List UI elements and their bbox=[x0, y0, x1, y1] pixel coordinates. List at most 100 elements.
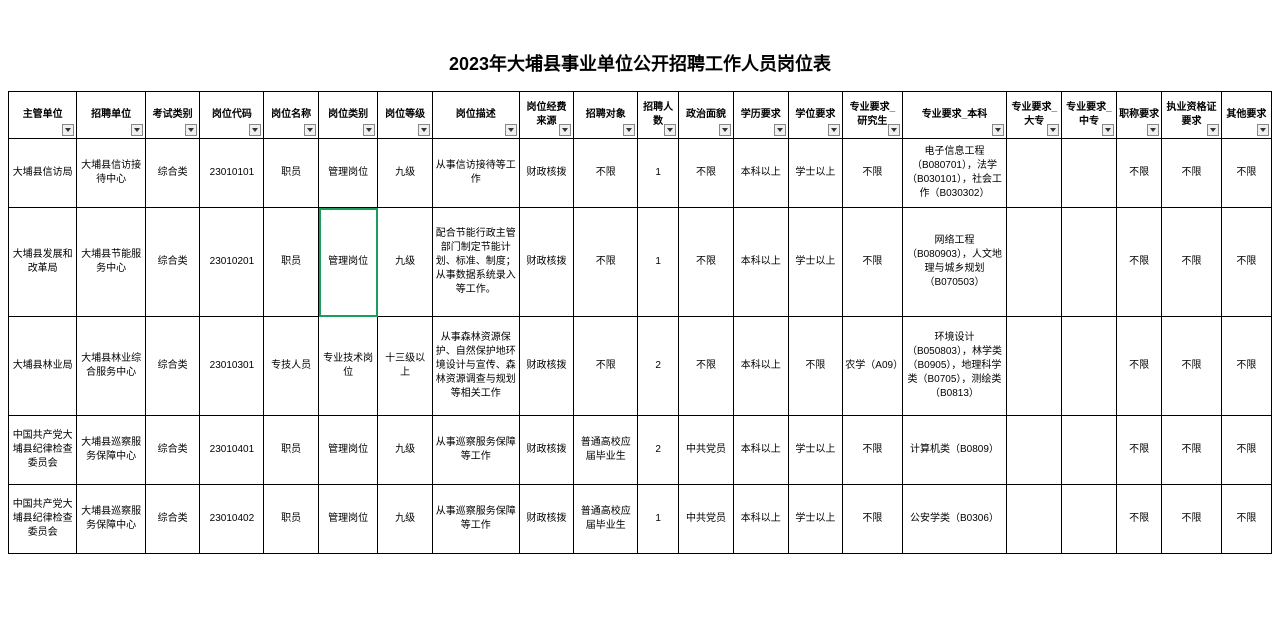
table-cell[interactable]: 不限 bbox=[574, 139, 638, 208]
column-header[interactable]: 其他要求 bbox=[1221, 92, 1271, 139]
table-cell[interactable]: 不限 bbox=[679, 139, 734, 208]
table-cell[interactable]: 从事巡察服务保障等工作 bbox=[432, 416, 519, 485]
table-cell[interactable]: 学士以上 bbox=[788, 208, 843, 317]
filter-dropdown-icon[interactable] bbox=[249, 124, 261, 136]
filter-dropdown-icon[interactable] bbox=[774, 124, 786, 136]
filter-dropdown-icon[interactable] bbox=[304, 124, 316, 136]
table-cell[interactable] bbox=[1062, 416, 1117, 485]
table-cell[interactable]: 十三级以上 bbox=[378, 317, 433, 416]
filter-dropdown-icon[interactable] bbox=[418, 124, 430, 136]
column-header[interactable]: 岗位描述 bbox=[432, 92, 519, 139]
column-header[interactable]: 岗位经费来源 bbox=[519, 92, 574, 139]
table-cell[interactable]: 不限 bbox=[574, 317, 638, 416]
table-cell[interactable]: 2 bbox=[638, 317, 679, 416]
table-cell[interactable]: 学士以上 bbox=[788, 416, 843, 485]
table-cell[interactable]: 电子信息工程（B080701），法学（B030101），社会工作（B030302… bbox=[902, 139, 1007, 208]
table-cell[interactable]: 1 bbox=[638, 208, 679, 317]
filter-dropdown-icon[interactable] bbox=[1047, 124, 1059, 136]
table-cell[interactable]: 不限 bbox=[1221, 139, 1271, 208]
table-cell[interactable] bbox=[1007, 416, 1062, 485]
column-header[interactable]: 专业要求_中专 bbox=[1062, 92, 1117, 139]
table-cell[interactable]: 从事信访接待等工作 bbox=[432, 139, 519, 208]
table-cell[interactable]: 不限 bbox=[1221, 317, 1271, 416]
table-cell[interactable]: 中国共产党大埔县纪律检查委员会 bbox=[9, 485, 77, 554]
table-cell[interactable]: 普通高校应届毕业生 bbox=[574, 416, 638, 485]
column-header[interactable]: 专业要求_研究生 bbox=[843, 92, 902, 139]
table-cell[interactable]: 不限 bbox=[1116, 317, 1162, 416]
table-cell[interactable] bbox=[1062, 317, 1117, 416]
table-cell[interactable]: 中共党员 bbox=[679, 416, 734, 485]
table-cell[interactable]: 2 bbox=[638, 416, 679, 485]
table-cell[interactable] bbox=[1007, 139, 1062, 208]
table-cell[interactable]: 不限 bbox=[1221, 208, 1271, 317]
filter-dropdown-icon[interactable] bbox=[664, 124, 676, 136]
table-cell[interactable]: 综合类 bbox=[145, 139, 200, 208]
table-cell[interactable]: 大埔县林业局 bbox=[9, 317, 77, 416]
filter-dropdown-icon[interactable] bbox=[1147, 124, 1159, 136]
table-cell[interactable]: 管理岗位 bbox=[319, 416, 378, 485]
table-cell[interactable]: 配合节能行政主管部门制定节能计划、标准、制度；从事数据系统录入等工作。 bbox=[432, 208, 519, 317]
table-cell[interactable]: 不限 bbox=[1162, 208, 1221, 317]
table-cell[interactable]: 大埔县巡察服务保障中心 bbox=[77, 416, 145, 485]
column-header[interactable]: 岗位等级 bbox=[378, 92, 433, 139]
column-header[interactable]: 岗位代码 bbox=[200, 92, 264, 139]
table-cell[interactable]: 不限 bbox=[679, 208, 734, 317]
table-cell[interactable]: 本科以上 bbox=[733, 208, 788, 317]
table-cell[interactable]: 计算机类（B0809） bbox=[902, 416, 1007, 485]
table-cell[interactable]: 本科以上 bbox=[733, 485, 788, 554]
table-cell[interactable] bbox=[1007, 317, 1062, 416]
filter-dropdown-icon[interactable] bbox=[1257, 124, 1269, 136]
table-cell[interactable] bbox=[1062, 208, 1117, 317]
table-cell[interactable]: 从事森林资源保护、自然保护地环境设计与宣传、森林资源调查与规划等相关工作 bbox=[432, 317, 519, 416]
table-cell[interactable]: 职员 bbox=[264, 208, 319, 317]
table-cell[interactable]: 大埔县信访局 bbox=[9, 139, 77, 208]
table-cell[interactable]: 不限 bbox=[843, 208, 902, 317]
table-cell[interactable]: 大埔县发展和改革局 bbox=[9, 208, 77, 317]
table-cell[interactable]: 大埔县巡察服务保障中心 bbox=[77, 485, 145, 554]
filter-dropdown-icon[interactable] bbox=[185, 124, 197, 136]
table-cell[interactable]: 不限 bbox=[843, 416, 902, 485]
column-header[interactable]: 招聘人数 bbox=[638, 92, 679, 139]
table-cell[interactable]: 学士以上 bbox=[788, 139, 843, 208]
table-cell[interactable]: 中共党员 bbox=[679, 485, 734, 554]
table-cell[interactable]: 大埔县林业综合服务中心 bbox=[77, 317, 145, 416]
column-header[interactable]: 招聘单位 bbox=[77, 92, 145, 139]
table-cell[interactable]: 本科以上 bbox=[733, 317, 788, 416]
filter-dropdown-icon[interactable] bbox=[363, 124, 375, 136]
table-cell[interactable]: 综合类 bbox=[145, 416, 200, 485]
filter-dropdown-icon[interactable] bbox=[719, 124, 731, 136]
table-cell[interactable]: 不限 bbox=[788, 317, 843, 416]
table-cell[interactable]: 不限 bbox=[574, 208, 638, 317]
table-cell[interactable]: 职员 bbox=[264, 416, 319, 485]
column-header[interactable]: 岗位类别 bbox=[319, 92, 378, 139]
table-cell[interactable]: 网络工程（B080903），人文地理与城乡规划（B070503） bbox=[902, 208, 1007, 317]
table-cell[interactable]: 管理岗位 bbox=[319, 208, 378, 317]
table-cell[interactable]: 1 bbox=[638, 485, 679, 554]
table-cell[interactable]: 职员 bbox=[264, 485, 319, 554]
table-cell[interactable] bbox=[1062, 485, 1117, 554]
table-cell[interactable]: 不限 bbox=[1116, 208, 1162, 317]
table-cell[interactable]: 中国共产党大埔县纪律检查委员会 bbox=[9, 416, 77, 485]
column-header[interactable]: 专业要求_大专 bbox=[1007, 92, 1062, 139]
filter-dropdown-icon[interactable] bbox=[888, 124, 900, 136]
table-cell[interactable]: 不限 bbox=[843, 139, 902, 208]
table-cell[interactable]: 环境设计（B050803），林学类（B0905），地理科学类（B0705），测绘… bbox=[902, 317, 1007, 416]
table-cell[interactable]: 学士以上 bbox=[788, 485, 843, 554]
column-header[interactable]: 考试类别 bbox=[145, 92, 200, 139]
table-cell[interactable]: 综合类 bbox=[145, 208, 200, 317]
table-cell[interactable]: 九级 bbox=[378, 485, 433, 554]
column-header[interactable]: 职称要求 bbox=[1116, 92, 1162, 139]
table-cell[interactable]: 财政核拨 bbox=[519, 139, 574, 208]
table-cell[interactable]: 23010401 bbox=[200, 416, 264, 485]
table-cell[interactable]: 不限 bbox=[1162, 139, 1221, 208]
column-header[interactable]: 岗位名称 bbox=[264, 92, 319, 139]
filter-dropdown-icon[interactable] bbox=[559, 124, 571, 136]
table-cell[interactable]: 不限 bbox=[1116, 416, 1162, 485]
table-cell[interactable]: 本科以上 bbox=[733, 139, 788, 208]
table-cell[interactable]: 1 bbox=[638, 139, 679, 208]
table-cell[interactable]: 农学（A09） bbox=[843, 317, 902, 416]
column-header[interactable]: 专业要求_本科 bbox=[902, 92, 1007, 139]
column-header[interactable]: 学位要求 bbox=[788, 92, 843, 139]
table-cell[interactable]: 专业技术岗位 bbox=[319, 317, 378, 416]
column-header[interactable]: 政治面貌 bbox=[679, 92, 734, 139]
